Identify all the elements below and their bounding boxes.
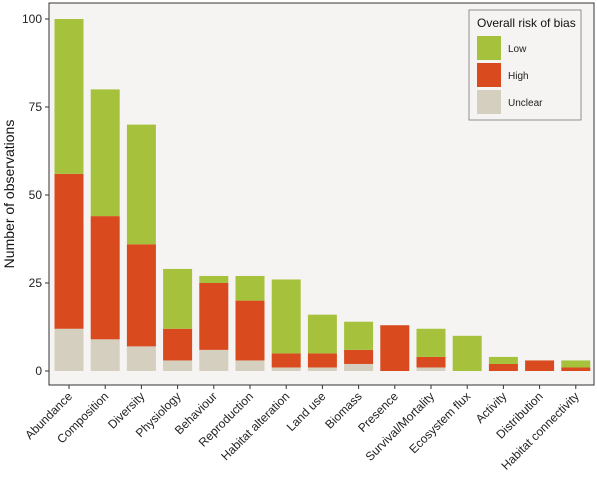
bar-segment-low [344, 321, 374, 350]
bar-segment-unclear [307, 367, 337, 371]
bar-segment-high [271, 353, 301, 368]
bar-segment-unclear [90, 339, 120, 371]
y-axis-title: Number of observations [1, 120, 17, 269]
legend: Overall risk of bias Low High Unclear [468, 9, 582, 121]
y-axis: 0 25 50 75 100 [22, 12, 49, 378]
legend-label-unclear: Unclear [508, 98, 543, 109]
legend-label-high: High [508, 71, 529, 82]
bar-segment-low [90, 89, 120, 217]
bar-segment-low [54, 19, 84, 174]
bar-segment-high [380, 325, 410, 371]
y-tick-label: 0 [35, 364, 42, 378]
y-tick-label: 100 [22, 12, 42, 26]
bar-segment-unclear [199, 349, 229, 371]
bar-segment-unclear [271, 367, 301, 371]
bar-segment-unclear [235, 360, 265, 371]
bar-segment-unclear [54, 328, 84, 371]
legend-label-low: Low [508, 44, 527, 55]
bar-segment-low [561, 360, 591, 368]
x-axis: AbundanceCompositionDiversityPhysiologyB… [22, 385, 582, 473]
bar-segment-high [488, 363, 518, 371]
bar-segment-high [235, 300, 265, 361]
bar-segment-low [416, 328, 446, 357]
bar-segment-high [126, 244, 156, 347]
bar-segment-low [452, 335, 482, 371]
x-tick-label: Land use [284, 389, 329, 434]
bar-segment-high [199, 283, 229, 350]
legend-title: Overall risk of bias [477, 16, 576, 30]
bar-segment-high [307, 353, 337, 368]
bar-segment-low [199, 275, 229, 283]
bar-segment-high [344, 349, 374, 364]
bar-segment-low [163, 268, 193, 329]
legend-key-high [477, 63, 501, 87]
bar-segment-low [488, 356, 518, 364]
bar-segment-unclear [344, 363, 374, 371]
bar-segment-low [126, 124, 156, 245]
x-tick-label: Habitat alteration [218, 389, 292, 463]
bar-segment-low [271, 279, 301, 354]
bar-segment-high [561, 367, 591, 371]
bar-segment-unclear [126, 346, 156, 371]
bar-segment-high [54, 173, 84, 329]
bar-segment-unclear [163, 360, 193, 371]
bar-segment-unclear [416, 367, 446, 371]
bar-segment-high [90, 216, 120, 340]
legend-key-unclear [477, 90, 501, 114]
bar-segment-high [525, 360, 555, 371]
y-tick-label: 50 [29, 188, 43, 202]
bars-group [54, 19, 591, 371]
y-tick-label: 75 [29, 100, 43, 114]
legend-entries: Low High Unclear [477, 36, 543, 114]
bar-segment-high [416, 356, 446, 368]
bar-segment-low [235, 275, 265, 301]
bar-segment-high [163, 328, 193, 361]
y-tick-label: 25 [29, 276, 43, 290]
bar-segment-low [307, 314, 337, 354]
legend-key-low [477, 36, 501, 60]
